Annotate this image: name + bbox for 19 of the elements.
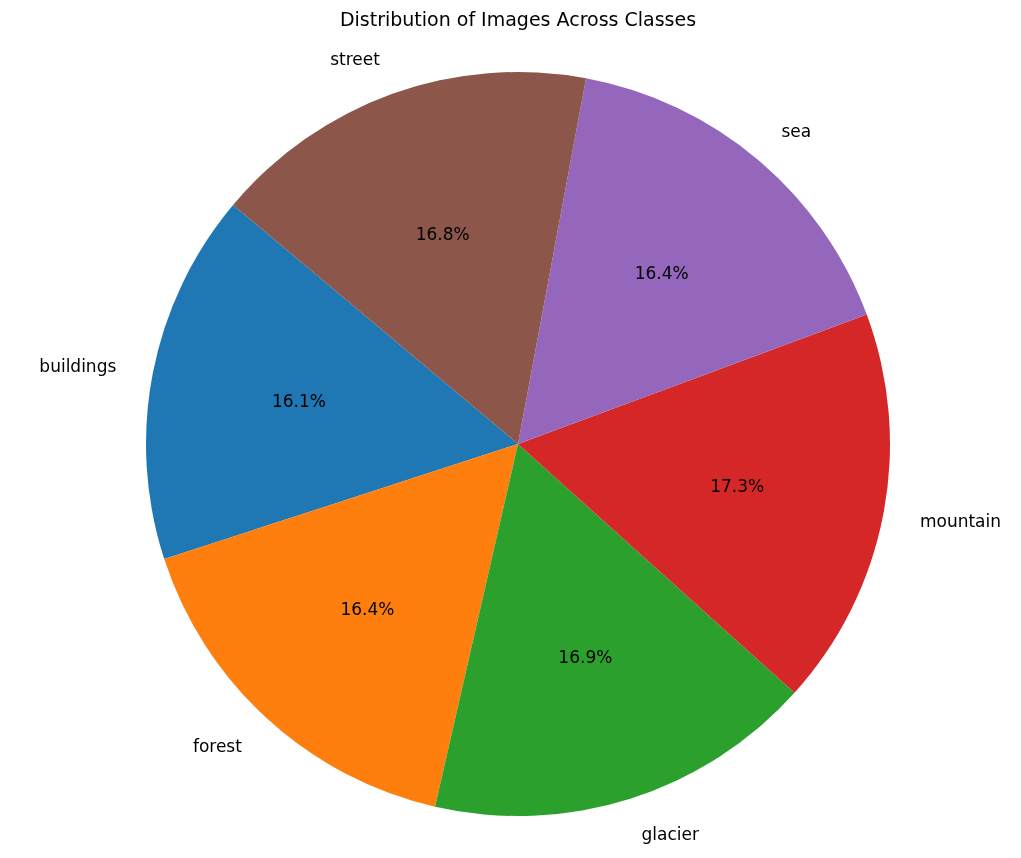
pie-slice: [435, 444, 795, 816]
pie-slice: [146, 204, 518, 560]
data-label: 17.3%: [710, 475, 765, 496]
pie-slice: [518, 314, 890, 693]
data-label: 16.4%: [634, 263, 689, 284]
slice-label: mountain: [919, 510, 1002, 531]
slice-label: forest: [192, 736, 243, 757]
pie-slice: [233, 72, 587, 444]
data-label: 16.9%: [558, 646, 613, 667]
chart-title: Distribution of Images Across Classes: [339, 8, 697, 30]
pie-slice: [518, 78, 867, 444]
data-label: 16.8%: [415, 223, 470, 244]
data-label: 16.4%: [340, 598, 395, 619]
data-label: 16.1%: [271, 391, 326, 412]
slice-label: glacier: [641, 824, 699, 845]
slice-label: street: [330, 48, 381, 69]
slice-label: sea: [781, 120, 812, 141]
pie-slice: [164, 444, 518, 807]
slice-label: buildings: [39, 355, 117, 376]
